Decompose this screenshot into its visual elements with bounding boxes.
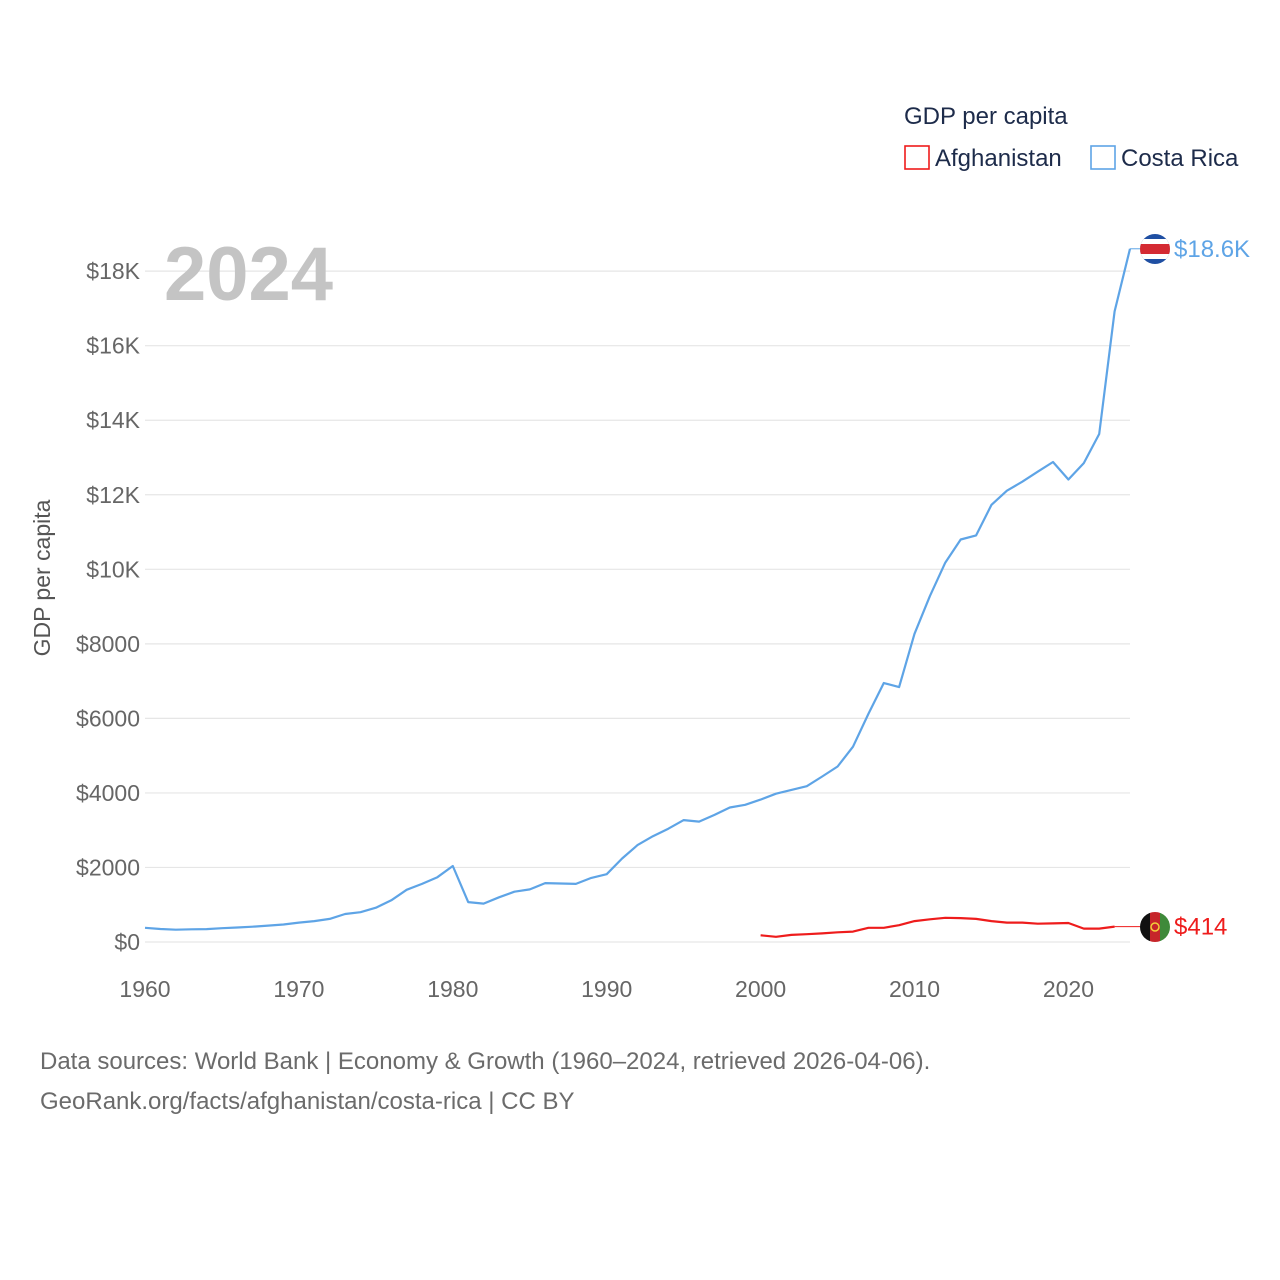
end-labels: $18.6K $414 [1114,236,1250,941]
end-label-costa-rica: $18.6K [1174,236,1250,263]
footer-link[interactable]: GeoRank.org/facts/afghanistan/costa-rica… [40,1088,575,1115]
series-line-afghanistan [760,916,1115,938]
legend-title: GDP per capita [904,103,1068,130]
grid-lines [145,270,1130,943]
y-tick-label: $14K [86,407,140,433]
series-lines [144,248,1132,938]
afghanistan-flag-icon [1140,912,1170,942]
x-tick-label: 1960 [119,976,170,1002]
legend-item-afghanistan[interactable]: Afghanistan [904,145,1062,172]
y-axis-ticks: $0 $2000 $4000 $6000 $8000 $10K $12K $14K $16K $1… [76,258,141,955]
y-tick-label: $0 [114,929,140,955]
legend-label-costa-rica: Costa Rica [1121,145,1239,172]
x-tick-label: 2020 [1043,976,1094,1002]
year-label: 2024 [164,232,333,317]
x-axis-ticks: 1960 1970 1980 1990 2000 2010 2020 [119,976,1094,1002]
x-tick-label: 1970 [273,976,324,1002]
y-tick-label: $12K [86,482,140,508]
y-tick-label: $16K [86,333,140,359]
legend: GDP per capita Afghanistan Costa Rica [904,103,1239,172]
y-tick-label: $2000 [76,854,140,880]
x-tick-label: 2010 [889,976,940,1002]
y-tick-label: $6000 [76,705,140,731]
legend-item-costa-rica[interactable]: Costa Rica [1090,145,1239,172]
y-tick-label: $8000 [76,631,140,657]
end-label-afghanistan: $414 [1174,914,1227,941]
x-tick-label: 1980 [427,976,478,1002]
y-tick-label: $10K [86,556,140,582]
legend-swatch-afghanistan [904,145,930,170]
legend-label-afghanistan: Afghanistan [935,145,1062,172]
series-line-costa-rica [144,248,1132,931]
y-tick-label: $4000 [76,780,140,806]
y-tick-label: $18K [86,258,140,284]
x-tick-label: 2000 [735,976,786,1002]
footer: Data sources: World Bank | Economy & Gro… [40,1042,930,1122]
y-axis-title: GDP per capita [29,499,55,656]
legend-swatch-costa-rica [1090,145,1116,170]
footer-source: Data sources: World Bank | Economy & Gro… [40,1048,931,1075]
x-tick-label: 1990 [581,976,632,1002]
costa-rica-flag-icon [1140,234,1170,264]
